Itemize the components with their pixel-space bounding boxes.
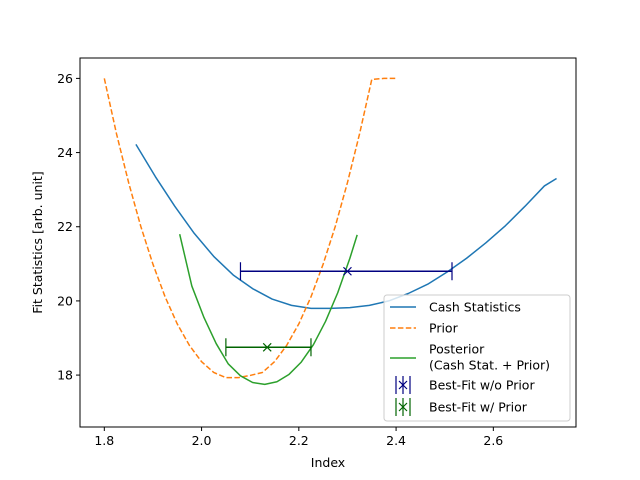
legend-box (383, 294, 571, 422)
legend-label-5: Best-Fit w/ Prior (429, 400, 528, 415)
best-fit-marker-1 (262, 342, 272, 352)
legend-label-4: Best-Fit w/o Prior (429, 378, 535, 393)
best-fit-marker-0 (343, 266, 352, 276)
plot-area (103, 77, 557, 386)
legend-label-0: Cash Statistics (429, 300, 521, 315)
y-tick-label-2: 22 (57, 219, 73, 234)
y-tick-label-3: 24 (57, 145, 73, 160)
series-line-0 (135, 144, 557, 310)
y-tick-label-0: 18 (57, 368, 73, 383)
y-tick-label-4: 26 (57, 71, 73, 86)
legend-marker-4 (398, 380, 408, 390)
legend-label-2: Posterior (429, 342, 485, 357)
series-line-1 (103, 77, 397, 379)
x-tick-label-1: 2.0 (192, 433, 212, 448)
x-tick-label-0: 1.8 (94, 433, 114, 448)
axes-frame (79, 57, 577, 428)
y-tick-label-1: 20 (57, 293, 73, 308)
series-group (103, 77, 557, 386)
y-axis-label: Fit Statistics [arb. unit] (30, 171, 45, 313)
x-tick-label-3: 2.4 (386, 433, 406, 448)
x-axis-label: Index (311, 455, 345, 470)
series-line-2 (178, 233, 358, 386)
x-tick-label-4: 2.6 (483, 433, 503, 448)
legend: Cash Statistics Prior Posterior(Cash Stat.… (383, 294, 571, 422)
x-tick-label-2: 2.2 (289, 433, 309, 448)
legend-marker-5 (398, 402, 408, 412)
legend-label-3: (Cash Stat. + Prior) (429, 358, 550, 373)
axes: 1.8 2.0 2.2 2.4 2.6 18 20 22 24 26 Index Fit Statis… (30, 57, 577, 470)
legend-label-1: Prior (429, 321, 459, 336)
